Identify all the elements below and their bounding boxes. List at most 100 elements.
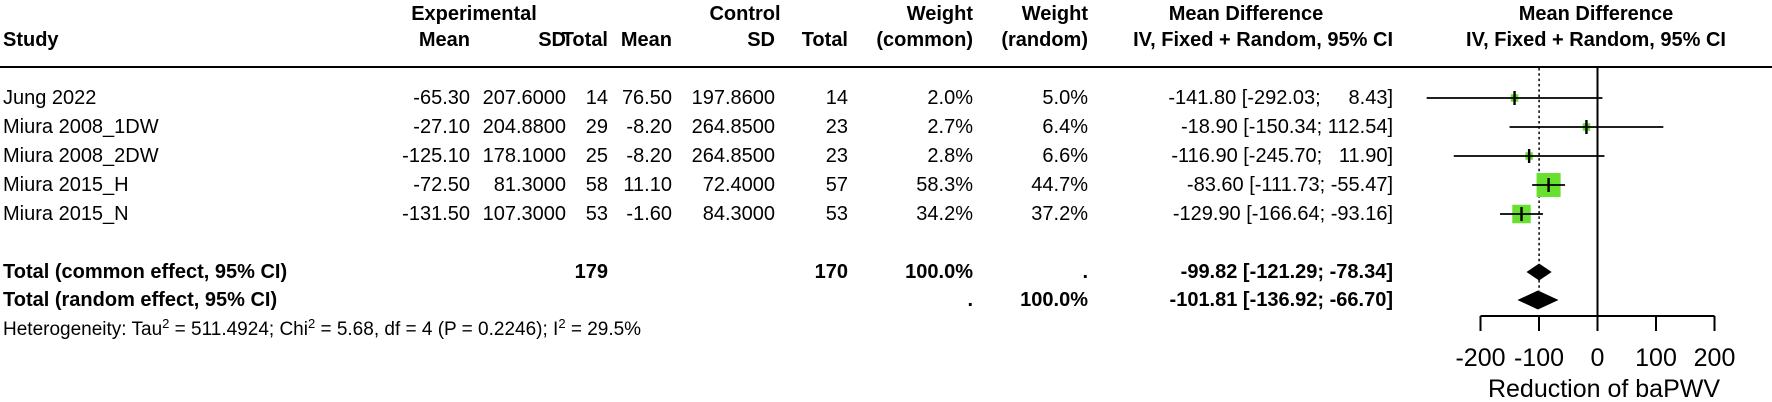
cell-exp-mean: -72.50 bbox=[413, 174, 470, 196]
x-axis-title: Reduction of baPWV bbox=[1487, 375, 1721, 402]
cell-ctl-total: 23 bbox=[825, 116, 848, 138]
header-ctl-total: Total bbox=[801, 29, 848, 51]
cell-w-common: 2.0% bbox=[927, 87, 973, 109]
cell-w-random: 44.7% bbox=[1031, 174, 1088, 196]
cell-ctl-total: 57 bbox=[825, 174, 848, 196]
cell-md-ci: -116.90 [-245.70; 11.90] bbox=[1171, 145, 1393, 167]
x-tick-label: 200 bbox=[1694, 344, 1736, 372]
cell-w-common: 2.8% bbox=[927, 145, 973, 167]
cell-ctl-mean: -1.60 bbox=[626, 203, 672, 225]
cell-md-ci: -83.60 [-111.73; -55.47] bbox=[1175, 174, 1393, 196]
effect-square bbox=[1512, 204, 1531, 224]
cell-md-ci: -141.80 [-292.03; 8.43] bbox=[1168, 87, 1393, 109]
cell-ctl-sd: 264.8500 bbox=[691, 116, 775, 138]
header-md-plot: Mean Difference bbox=[1518, 3, 1674, 25]
cell-exp-total: 53 bbox=[585, 203, 608, 225]
effect-marker bbox=[1520, 207, 1523, 221]
header-iv-text: IV, Fixed + Random, 95% CI bbox=[1133, 29, 1393, 51]
header-exp-mean: Mean bbox=[418, 29, 470, 51]
cell-exp-total: 25 bbox=[585, 145, 608, 167]
x-tick-label: -100 bbox=[1514, 344, 1564, 372]
x-tick-label: 100 bbox=[1635, 344, 1677, 372]
het-sup: 2 bbox=[558, 316, 566, 331]
cell-exp-sd: 204.8800 bbox=[482, 116, 566, 138]
cell-exp-total: 29 bbox=[585, 116, 608, 138]
cell-exp-total: 14 bbox=[585, 87, 608, 109]
x-tick-label: -200 bbox=[1455, 344, 1505, 372]
cell-w-random: 6.4% bbox=[1042, 116, 1088, 138]
heterogeneity-note: Heterogeneity: Tau2 = 511.4924; Chi2 = 5… bbox=[3, 316, 642, 342]
effect-square bbox=[1536, 172, 1561, 198]
cell-exp-sd: 207.6000 bbox=[482, 87, 566, 109]
cell-md-ci: -129.90 [-166.64; -93.16] bbox=[1172, 203, 1393, 225]
cell-ctl-sd: 72.4000 bbox=[702, 174, 775, 196]
header-rule bbox=[0, 66, 1772, 68]
effect-marker bbox=[1585, 120, 1588, 134]
cell-exp-mean: -27.10 bbox=[413, 116, 470, 138]
total-random-w-random: 100.0% bbox=[1020, 289, 1088, 311]
cell-ctl-total: 53 bbox=[825, 203, 848, 225]
cell-exp-sd: 81.3000 bbox=[493, 174, 566, 196]
header-md-text: Mean Difference bbox=[1168, 3, 1324, 25]
cell-ctl-sd: 197.8600 bbox=[691, 87, 775, 109]
cell-ctl-sd: 264.8500 bbox=[691, 145, 775, 167]
total-common-label: Total (common effect, 95% CI) bbox=[3, 261, 288, 283]
total-common-w-common: 100.0% bbox=[905, 261, 973, 283]
cell-ctl-mean: 76.50 bbox=[621, 87, 672, 109]
header-exp-sd: SD bbox=[538, 29, 566, 51]
header-w-random: (random) bbox=[1001, 29, 1088, 51]
cell-ctl-total: 14 bbox=[825, 87, 848, 109]
het-sup: 2 bbox=[307, 316, 316, 331]
header-ctl-mean: Mean bbox=[620, 29, 672, 51]
effect-marker bbox=[1527, 149, 1531, 163]
study-label: Jung 2022 bbox=[3, 87, 97, 109]
cell-exp-mean: -65.30 bbox=[413, 87, 470, 109]
diamond-common-effect bbox=[1526, 263, 1552, 281]
header-ctl-sd: SD bbox=[747, 29, 775, 51]
header-control-group: Control bbox=[709, 3, 781, 25]
cell-ctl-sd: 84.3000 bbox=[702, 203, 775, 225]
study-label: Miura 2015_N bbox=[3, 203, 129, 225]
cell-exp-sd: 178.1000 bbox=[482, 145, 566, 167]
total-random-w-common: . bbox=[967, 289, 973, 311]
cell-w-common: 2.7% bbox=[927, 116, 973, 138]
cell-ctl-mean: 11.10 bbox=[623, 174, 672, 196]
effect-square bbox=[1525, 152, 1533, 160]
total-common-w-random: . bbox=[1082, 261, 1088, 283]
diamond-random-effect bbox=[1517, 290, 1559, 310]
het-text: = 5.68, df = 4 (P = 0.2246); I bbox=[315, 319, 559, 340]
cell-ctl-mean: -8.20 bbox=[626, 116, 672, 138]
study-label: Miura 2008_1DW bbox=[3, 116, 159, 138]
het-text: = 511.4924; Chi bbox=[169, 319, 308, 340]
cell-w-random: 5.0% bbox=[1042, 87, 1088, 109]
het-text: Heterogeneity: Tau bbox=[3, 319, 163, 340]
total-random-md-ci: -101.81 [-136.92; -66.70] bbox=[1169, 289, 1393, 311]
effect-square bbox=[1582, 123, 1591, 131]
cell-w-random: 6.6% bbox=[1042, 145, 1088, 167]
cell-exp-sd: 107.3000 bbox=[482, 203, 566, 225]
cell-w-random: 37.2% bbox=[1031, 203, 1088, 225]
cell-exp-total: 58 bbox=[585, 174, 608, 196]
effect-marker bbox=[1547, 178, 1550, 192]
effect-marker bbox=[1513, 91, 1516, 105]
total-common-ctl-n: 170 bbox=[814, 261, 848, 283]
effect-square bbox=[1510, 94, 1519, 102]
cell-exp-mean: -131.50 bbox=[402, 203, 470, 225]
study-label: Miura 2015_H bbox=[3, 174, 129, 196]
het-text: = 29.5% bbox=[565, 319, 642, 340]
cell-ctl-mean: -8.20 bbox=[626, 145, 672, 167]
header-study: Study bbox=[3, 29, 59, 51]
het-sup: 2 bbox=[162, 316, 170, 331]
header-exp-total: Total bbox=[561, 29, 608, 51]
total-random-label: Total (random effect, 95% CI) bbox=[3, 289, 278, 311]
header-weight-random: Weight bbox=[1021, 3, 1088, 25]
cell-ctl-total: 23 bbox=[825, 145, 848, 167]
header-weight-common: Weight bbox=[906, 3, 973, 25]
header-w-common: (common) bbox=[876, 29, 973, 51]
cell-w-common: 34.2% bbox=[916, 203, 973, 225]
total-common-md-ci: -99.82 [-121.29; -78.34] bbox=[1169, 261, 1393, 283]
header-experimental-group: Experimental bbox=[411, 3, 537, 25]
header-iv-plot: IV, Fixed + Random, 95% CI bbox=[1466, 29, 1726, 51]
study-label: Miura 2008_2DW bbox=[3, 145, 159, 167]
